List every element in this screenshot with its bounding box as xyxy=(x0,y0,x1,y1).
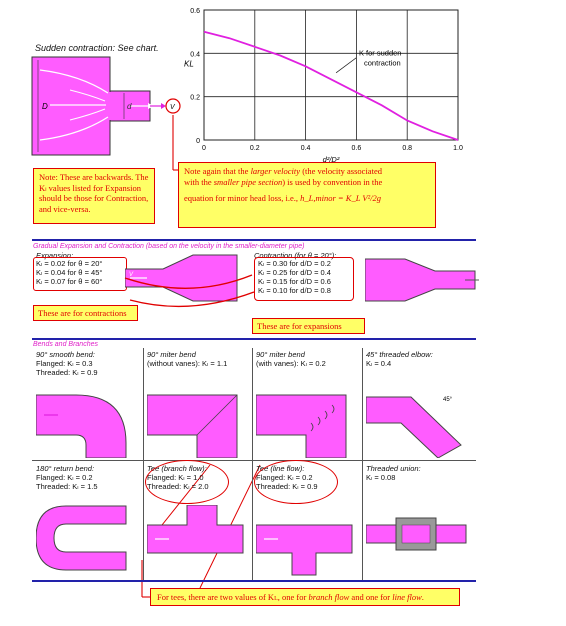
gradual-heading: Gradual Expansion and Contraction (based… xyxy=(33,243,305,250)
gradual-expansion-diagram: V xyxy=(125,254,238,302)
y-axis-label: KL xyxy=(184,59,194,68)
divider-3 xyxy=(32,580,476,582)
tee-branch-circle xyxy=(145,460,229,504)
x-tick-label: 0.4 xyxy=(301,145,311,152)
threaded-union-diagram xyxy=(366,517,467,551)
y-tick-label: 0 xyxy=(196,138,200,145)
elbow-45-diagram: 45° xyxy=(366,396,462,458)
grid-v1 xyxy=(143,348,144,580)
grid-v3 xyxy=(362,348,363,580)
cell-miter-no-vanes: 90° miter bend (without vanes): Kₗ = 1.1 xyxy=(147,350,228,368)
cell-smooth-bend: 90° smooth bend: Flanged: Kₗ = 0.3 Threade… xyxy=(36,350,98,377)
grid-h1 xyxy=(32,460,476,461)
tee-line-diagram xyxy=(256,524,353,576)
d-label: d xyxy=(127,102,132,111)
x-tick-label: 0.6 xyxy=(352,145,362,152)
curve-label-leader xyxy=(335,57,357,74)
miter-bend-no-vanes-diagram xyxy=(147,394,238,458)
x-tick-label: 1.0 xyxy=(453,145,463,152)
cell-miter-vanes: 90° miter bend (with vanes): Kₗ = 0.2 xyxy=(256,350,326,368)
series-line xyxy=(203,30,459,141)
expansion-title: Expansion: xyxy=(36,251,74,260)
sudden-heading: Sudden contraction: See chart. xyxy=(35,43,159,53)
y-tick-label: 0.4 xyxy=(190,51,200,58)
V-label: V xyxy=(170,104,176,111)
expansion-list: Kₗ = 0.02 for θ = 20° Kₗ = 0.04 for θ = … xyxy=(36,259,103,286)
V-label-exp: V xyxy=(129,272,134,278)
divider-2 xyxy=(32,338,476,340)
gradual-contraction-diagram xyxy=(365,258,479,302)
contraction-circle xyxy=(254,257,354,301)
contraction-list: Kₗ = 0.30 for d/D = 0.2 Kₗ = 0.25 for d/… xyxy=(258,259,331,295)
cell-45-elbow: 45° threaded elbow: Kₗ = 0.4 xyxy=(366,350,433,368)
contraction-title: Contraction (for θ = 20°): xyxy=(254,251,337,260)
divider-1 xyxy=(32,239,476,241)
sudden-contraction-diagram: D d V xyxy=(31,56,181,156)
y-tick-label: 0.6 xyxy=(190,8,200,15)
x-axis-label: d²/D² xyxy=(323,155,340,164)
D-label: D xyxy=(42,102,48,111)
return-bend-diagram xyxy=(36,505,127,571)
grid-v2 xyxy=(252,348,253,580)
tee-branch-diagram xyxy=(147,505,244,554)
head-loss-formula: h_L,minor = K_L V²/2g xyxy=(300,193,382,203)
note-backwards: Note: These are backwards. The Kₗ values… xyxy=(33,168,155,224)
x-tick-label: 0 xyxy=(202,145,206,152)
miter-bend-vanes-diagram xyxy=(256,394,347,458)
curve-label-line1: K for sudden xyxy=(359,49,402,58)
angle-45-label: 45° xyxy=(443,397,453,403)
label-expansions: These are for expansions xyxy=(252,318,365,334)
kl-chart: 0 0.2 0.4 0.6 0.8 1.0 0 0.2 0.4 0.6 K for suddenco… xyxy=(184,8,463,164)
x-tick-label: 0.8 xyxy=(402,145,412,152)
bends-heading: Bends and Branches xyxy=(33,341,98,348)
tee-line-circle xyxy=(254,460,338,504)
x-tick-label: 0.2 xyxy=(250,145,260,152)
plot-area xyxy=(203,9,459,141)
cell-return-bend: 180° return bend: Flanged: Kₗ = 0.2 Thread… xyxy=(36,464,98,491)
note-tees: For tees, there are two values of KL, on… xyxy=(150,588,460,606)
label-contractions: These are for contractions xyxy=(33,305,138,321)
smooth-bend-diagram xyxy=(36,394,127,458)
y-tick-label: 0.2 xyxy=(190,95,200,102)
curve-label-line2: contraction xyxy=(364,58,401,67)
cell-threaded-union: Threaded union: Kₗ = 0.08 xyxy=(366,464,421,482)
note-velocity: Note again that the larger velocity (the… xyxy=(178,162,436,228)
